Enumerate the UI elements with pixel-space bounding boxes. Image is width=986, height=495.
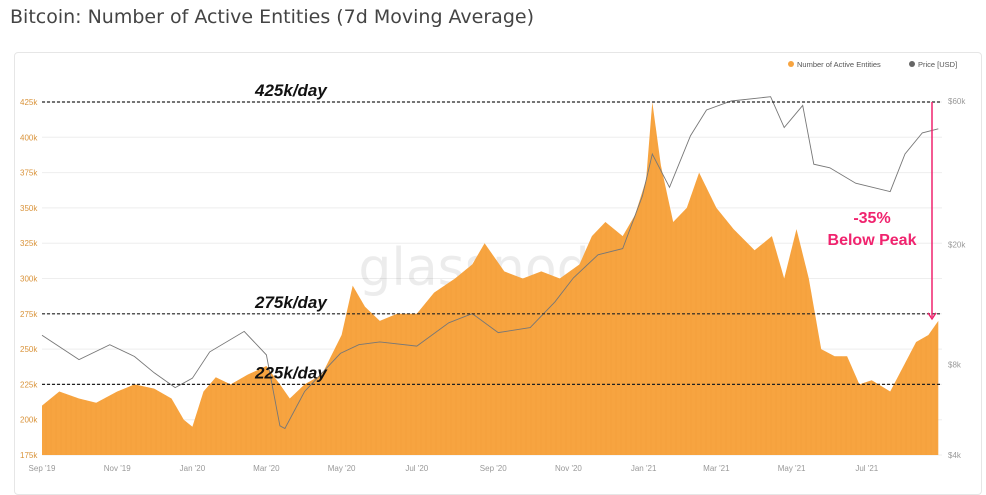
y-right-tick: $20k bbox=[948, 241, 966, 250]
y-right-tick: $60k bbox=[948, 97, 966, 106]
x-tick: May '21 bbox=[778, 464, 806, 473]
y-left-tick: 300k bbox=[20, 275, 38, 284]
legend-swatch-price bbox=[909, 61, 915, 67]
y-left-tick: 350k bbox=[20, 204, 38, 213]
callout-text: Below Peak bbox=[828, 232, 917, 249]
x-tick: Sep '19 bbox=[29, 464, 56, 473]
y-left-tick: 375k bbox=[20, 169, 38, 178]
arrow-head-icon bbox=[927, 312, 937, 321]
annotation-label: 425k/day bbox=[254, 81, 328, 100]
annotation-label: 275k/day bbox=[254, 293, 328, 312]
x-tick: Mar '21 bbox=[703, 464, 730, 473]
y-left-tick: 225k bbox=[20, 380, 38, 389]
x-tick: Sep '20 bbox=[480, 464, 507, 473]
y-left-tick: 175k bbox=[20, 451, 38, 460]
price-line bbox=[41, 96, 939, 430]
y-left-tick: 425k bbox=[20, 98, 38, 107]
y-left-tick: 250k bbox=[20, 345, 38, 354]
y-right-tick: $4k bbox=[948, 451, 962, 460]
page-title: Bitcoin: Number of Active Entities (7d M… bbox=[10, 6, 534, 28]
y-right-tick: $8k bbox=[948, 360, 962, 369]
x-tick: Mar '20 bbox=[253, 464, 280, 473]
x-tick: May '20 bbox=[328, 464, 356, 473]
legend-entities[interactable]: Number of Active Entities bbox=[797, 60, 881, 69]
y-left-tick: 275k bbox=[20, 310, 38, 319]
y-left-tick: 200k bbox=[20, 416, 38, 425]
x-tick: Jan '21 bbox=[631, 464, 657, 473]
y-left-tick: 325k bbox=[20, 239, 38, 248]
annotation-label: 225k/day bbox=[254, 363, 328, 382]
x-tick: Jul '20 bbox=[405, 464, 428, 473]
y-left-tick: 400k bbox=[20, 133, 38, 142]
x-tick: Jul '21 bbox=[855, 464, 878, 473]
legend-price[interactable]: Price [USD] bbox=[918, 60, 957, 69]
legend: Number of Active Entities Price [USD] bbox=[788, 60, 957, 69]
x-tick: Nov '19 bbox=[104, 464, 131, 473]
x-tick: Nov '20 bbox=[555, 464, 582, 473]
x-tick: Jan '20 bbox=[180, 464, 206, 473]
callout-percent: -35% bbox=[853, 210, 890, 227]
legend-swatch-entities bbox=[788, 61, 794, 67]
